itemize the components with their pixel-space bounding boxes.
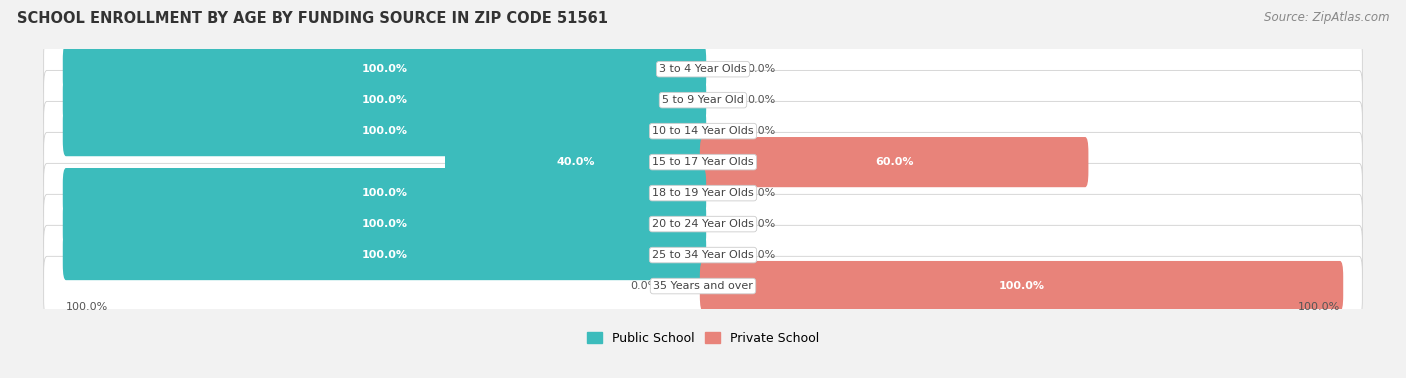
Text: 100.0%: 100.0%	[361, 219, 408, 229]
FancyBboxPatch shape	[446, 137, 706, 187]
Text: 60.0%: 60.0%	[875, 157, 914, 167]
FancyBboxPatch shape	[700, 261, 1343, 311]
FancyBboxPatch shape	[44, 163, 1362, 223]
Text: 0.0%: 0.0%	[748, 95, 776, 105]
Text: 20 to 24 Year Olds: 20 to 24 Year Olds	[652, 219, 754, 229]
Text: 100.0%: 100.0%	[361, 250, 408, 260]
Text: 100.0%: 100.0%	[361, 95, 408, 105]
FancyBboxPatch shape	[44, 39, 1362, 99]
Text: 10 to 14 Year Olds: 10 to 14 Year Olds	[652, 126, 754, 136]
Text: 3 to 4 Year Olds: 3 to 4 Year Olds	[659, 64, 747, 74]
FancyBboxPatch shape	[700, 137, 1088, 187]
Text: SCHOOL ENROLLMENT BY AGE BY FUNDING SOURCE IN ZIP CODE 51561: SCHOOL ENROLLMENT BY AGE BY FUNDING SOUR…	[17, 11, 607, 26]
FancyBboxPatch shape	[63, 168, 706, 218]
Text: 35 Years and over: 35 Years and over	[652, 281, 754, 291]
FancyBboxPatch shape	[44, 194, 1362, 254]
Text: 100.0%: 100.0%	[66, 302, 108, 312]
Text: 0.0%: 0.0%	[748, 64, 776, 74]
FancyBboxPatch shape	[63, 75, 706, 125]
Text: 0.0%: 0.0%	[748, 219, 776, 229]
Text: 5 to 9 Year Old: 5 to 9 Year Old	[662, 95, 744, 105]
FancyBboxPatch shape	[63, 106, 706, 156]
FancyBboxPatch shape	[44, 225, 1362, 285]
Text: Source: ZipAtlas.com: Source: ZipAtlas.com	[1264, 11, 1389, 24]
Text: 40.0%: 40.0%	[557, 157, 595, 167]
Text: 0.0%: 0.0%	[748, 126, 776, 136]
FancyBboxPatch shape	[44, 256, 1362, 316]
Text: 0.0%: 0.0%	[748, 188, 776, 198]
Text: 100.0%: 100.0%	[361, 126, 408, 136]
FancyBboxPatch shape	[44, 132, 1362, 192]
FancyBboxPatch shape	[44, 101, 1362, 161]
Text: 0.0%: 0.0%	[748, 250, 776, 260]
Text: 25 to 34 Year Olds: 25 to 34 Year Olds	[652, 250, 754, 260]
Text: 100.0%: 100.0%	[361, 64, 408, 74]
FancyBboxPatch shape	[63, 230, 706, 280]
Legend: Public School, Private School: Public School, Private School	[582, 327, 824, 350]
Text: 100.0%: 100.0%	[361, 188, 408, 198]
Text: 15 to 17 Year Olds: 15 to 17 Year Olds	[652, 157, 754, 167]
Text: 0.0%: 0.0%	[630, 281, 658, 291]
Text: 100.0%: 100.0%	[1298, 302, 1340, 312]
FancyBboxPatch shape	[63, 44, 706, 94]
Text: 18 to 19 Year Olds: 18 to 19 Year Olds	[652, 188, 754, 198]
FancyBboxPatch shape	[63, 199, 706, 249]
FancyBboxPatch shape	[44, 70, 1362, 130]
Text: 100.0%: 100.0%	[998, 281, 1045, 291]
